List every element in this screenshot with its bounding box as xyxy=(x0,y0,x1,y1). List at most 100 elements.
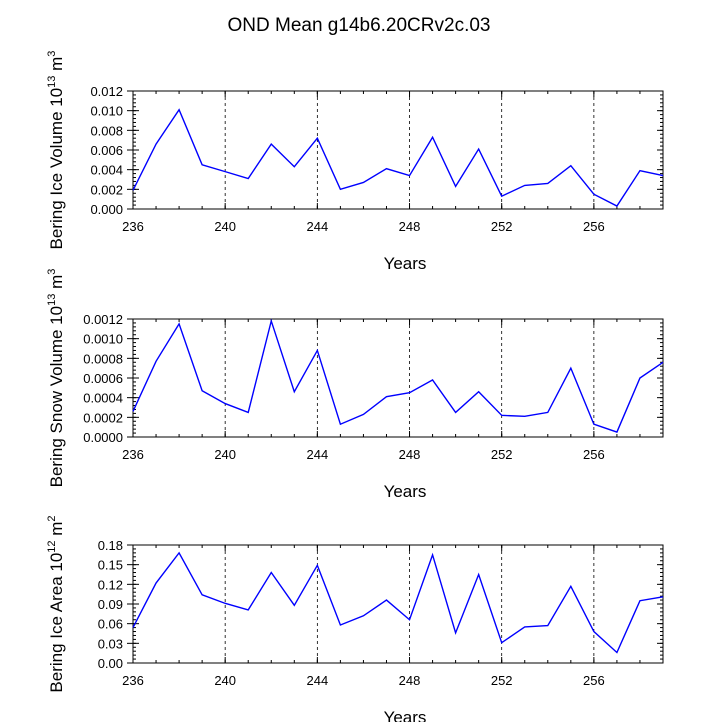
y-axis-label: Bering Snow Volume 1013 m3 xyxy=(46,269,66,488)
data-point xyxy=(339,624,341,626)
data-point xyxy=(616,652,618,654)
data-point xyxy=(547,182,549,184)
data-point xyxy=(662,175,664,177)
x-tick-label: 240 xyxy=(214,447,236,462)
data-point xyxy=(339,188,341,190)
x-tick-label: 248 xyxy=(399,219,421,234)
y-tick-label: 0.09 xyxy=(98,597,123,612)
data-point xyxy=(409,619,411,621)
data-point xyxy=(501,414,503,416)
series-line xyxy=(132,108,664,207)
data-point xyxy=(385,396,387,398)
x-tick-label: 244 xyxy=(306,447,328,462)
data-point xyxy=(178,323,180,325)
y-tick-label: 0.00 xyxy=(98,656,123,671)
data-point xyxy=(178,109,180,111)
x-axis-label: Years xyxy=(384,482,427,501)
x-tick-label: 244 xyxy=(306,673,328,688)
data-point xyxy=(132,410,134,412)
data-point xyxy=(155,360,157,362)
series-line xyxy=(132,551,664,654)
chart-title: OND Mean g14b6.20CRv2c.03 xyxy=(228,15,491,36)
data-point xyxy=(662,596,664,598)
data-point xyxy=(432,554,434,556)
data-point xyxy=(524,626,526,628)
data-point xyxy=(178,552,180,554)
x-tick-label: 252 xyxy=(491,447,513,462)
data-point xyxy=(155,143,157,145)
data-point xyxy=(247,609,249,611)
y-tick-label: 0.15 xyxy=(98,558,123,573)
data-point xyxy=(201,164,203,166)
data-point xyxy=(293,604,295,606)
data-point xyxy=(224,602,226,604)
data-point xyxy=(224,171,226,173)
data-point xyxy=(201,594,203,596)
x-tick-label: 252 xyxy=(491,673,513,688)
data-point xyxy=(547,411,549,413)
y-tick-label: 0.0008 xyxy=(83,351,123,366)
y-tick-label: 0.002 xyxy=(90,182,123,197)
data-point xyxy=(362,615,364,617)
data-point xyxy=(570,367,572,369)
data-point xyxy=(478,574,480,576)
data-point xyxy=(385,168,387,170)
y-tick-label: 0.18 xyxy=(98,538,123,553)
data-point xyxy=(524,184,526,186)
y-tick-label: 0.0010 xyxy=(83,332,123,347)
data-point xyxy=(362,181,364,183)
data-point xyxy=(524,415,526,417)
snow-volume-panel: 236 240 244 248 252 256 0.0000 0.0002 0.0004 0.00… xyxy=(46,269,664,501)
data-point xyxy=(570,165,572,167)
data-point xyxy=(455,632,457,634)
data-point xyxy=(247,178,249,180)
data-point xyxy=(432,379,434,381)
y-tick-label: 0.12 xyxy=(98,577,123,592)
plot-frame xyxy=(132,318,664,438)
y-tick-label: 0.0002 xyxy=(83,410,123,425)
x-tick-label: 244 xyxy=(306,219,328,234)
x-tick-label: 256 xyxy=(583,673,605,688)
y-tick-label: 0.0000 xyxy=(83,430,123,445)
x-tick-label: 236 xyxy=(122,673,144,688)
data-point xyxy=(224,403,226,405)
y-tick-label: 0.006 xyxy=(90,143,123,158)
data-point xyxy=(270,320,272,322)
data-point xyxy=(339,423,341,425)
x-tick-label: 252 xyxy=(491,219,513,234)
data-point xyxy=(639,600,641,602)
data-point xyxy=(385,599,387,601)
data-point xyxy=(547,625,549,627)
data-point xyxy=(362,413,364,415)
y-tick-label: 0.012 xyxy=(90,84,123,99)
data-point xyxy=(316,349,318,351)
data-point xyxy=(432,136,434,138)
x-tick-label: 236 xyxy=(122,447,144,462)
y-tick-label: 0.010 xyxy=(90,104,123,119)
y-axis-label: Bering Ice Volume 1013 m3 xyxy=(46,51,66,250)
x-tick-label: 248 xyxy=(399,447,421,462)
data-point xyxy=(593,423,595,425)
data-point xyxy=(570,585,572,587)
x-tick-label: 240 xyxy=(214,219,236,234)
data-point xyxy=(201,390,203,392)
series-line xyxy=(132,318,664,433)
data-point xyxy=(316,564,318,566)
x-tick-label: 256 xyxy=(583,447,605,462)
y-tick-label: 0.0006 xyxy=(83,371,123,386)
x-tick-label: 236 xyxy=(122,219,144,234)
data-point xyxy=(639,377,641,379)
ice-volume-panel: 236 240 244 248 252 256 0.000 0.002 0.004 0.006 0.… xyxy=(46,51,664,273)
x-tick-label: 248 xyxy=(399,673,421,688)
data-point xyxy=(293,166,295,168)
data-point xyxy=(455,411,457,413)
ice-area-panel: 236 240 244 248 252 256 0.00 0.03 0.06 0.09 0.12 0.… xyxy=(46,515,664,722)
data-point xyxy=(247,411,249,413)
data-point xyxy=(662,361,664,363)
data-point xyxy=(316,137,318,139)
x-tick-label: 240 xyxy=(214,673,236,688)
data-point xyxy=(593,193,595,195)
data-point xyxy=(478,391,480,393)
data-point xyxy=(639,170,641,172)
